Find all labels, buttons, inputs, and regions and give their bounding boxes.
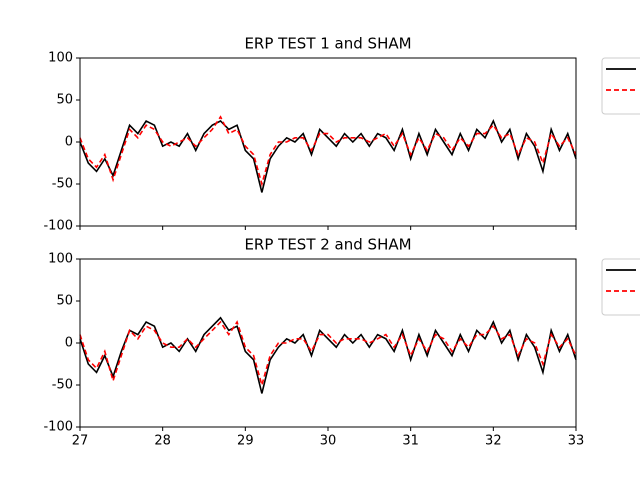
series-line <box>79 316 577 394</box>
plot-frame <box>79 57 577 227</box>
chart-title: ERP TEST 1 and SHAM <box>244 35 411 53</box>
x-tick-label: 33 <box>568 434 585 449</box>
y-tick-label: 100 <box>48 51 73 66</box>
series-line <box>79 119 577 193</box>
x-tick-label: 29 <box>237 434 254 449</box>
y-tick-label: -100 <box>43 219 73 234</box>
y-tick-label: 50 <box>56 294 73 309</box>
y-tick-label: -50 <box>52 378 73 393</box>
series-line <box>79 115 577 187</box>
x-tick-label: 32 <box>485 434 502 449</box>
chart-title: ERP TEST 2 and SHAM <box>244 236 411 254</box>
x-tick-label: 27 <box>72 434 89 449</box>
legend-box <box>601 258 640 316</box>
legend-box <box>601 57 640 115</box>
plot-frame <box>79 258 577 428</box>
x-tick-label: 30 <box>320 434 337 449</box>
x-tick-label: 28 <box>154 434 171 449</box>
y-tick-label: 0 <box>65 135 73 150</box>
y-tick-label: -50 <box>52 177 73 192</box>
y-tick-label: 0 <box>65 336 73 351</box>
x-tick-label: 31 <box>402 434 419 449</box>
y-tick-label: 100 <box>48 252 73 267</box>
y-tick-label: -100 <box>43 420 73 435</box>
series-line <box>79 320 577 388</box>
y-tick-label: 50 <box>56 93 73 108</box>
